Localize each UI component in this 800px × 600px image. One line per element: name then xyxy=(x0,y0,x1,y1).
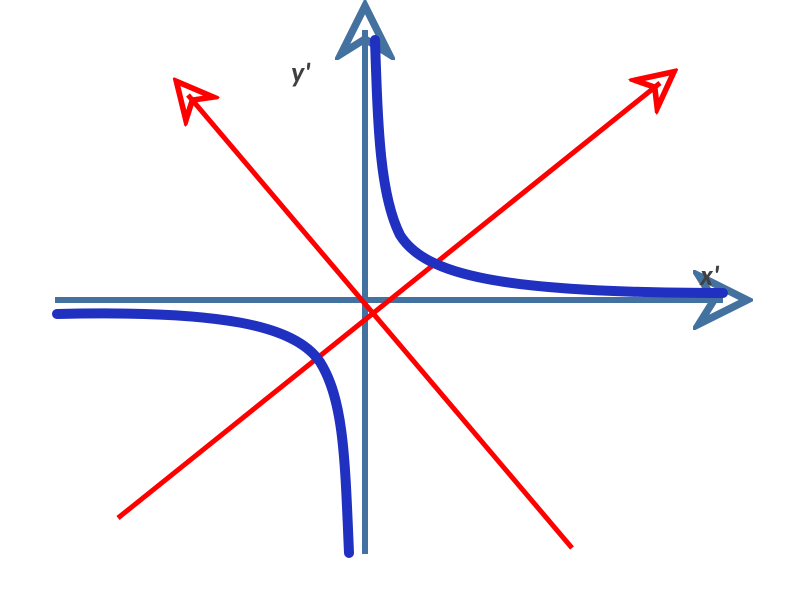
hyperbola-branch-lower-left xyxy=(57,313,349,553)
hyperbola-rotated-axes-diagram: y' x' xyxy=(0,0,800,600)
y-prime-label: y' xyxy=(291,55,311,90)
plot-svg xyxy=(0,0,800,600)
x-prime-label: x' xyxy=(700,258,719,293)
hyperbola-branch-upper-right xyxy=(375,40,723,293)
